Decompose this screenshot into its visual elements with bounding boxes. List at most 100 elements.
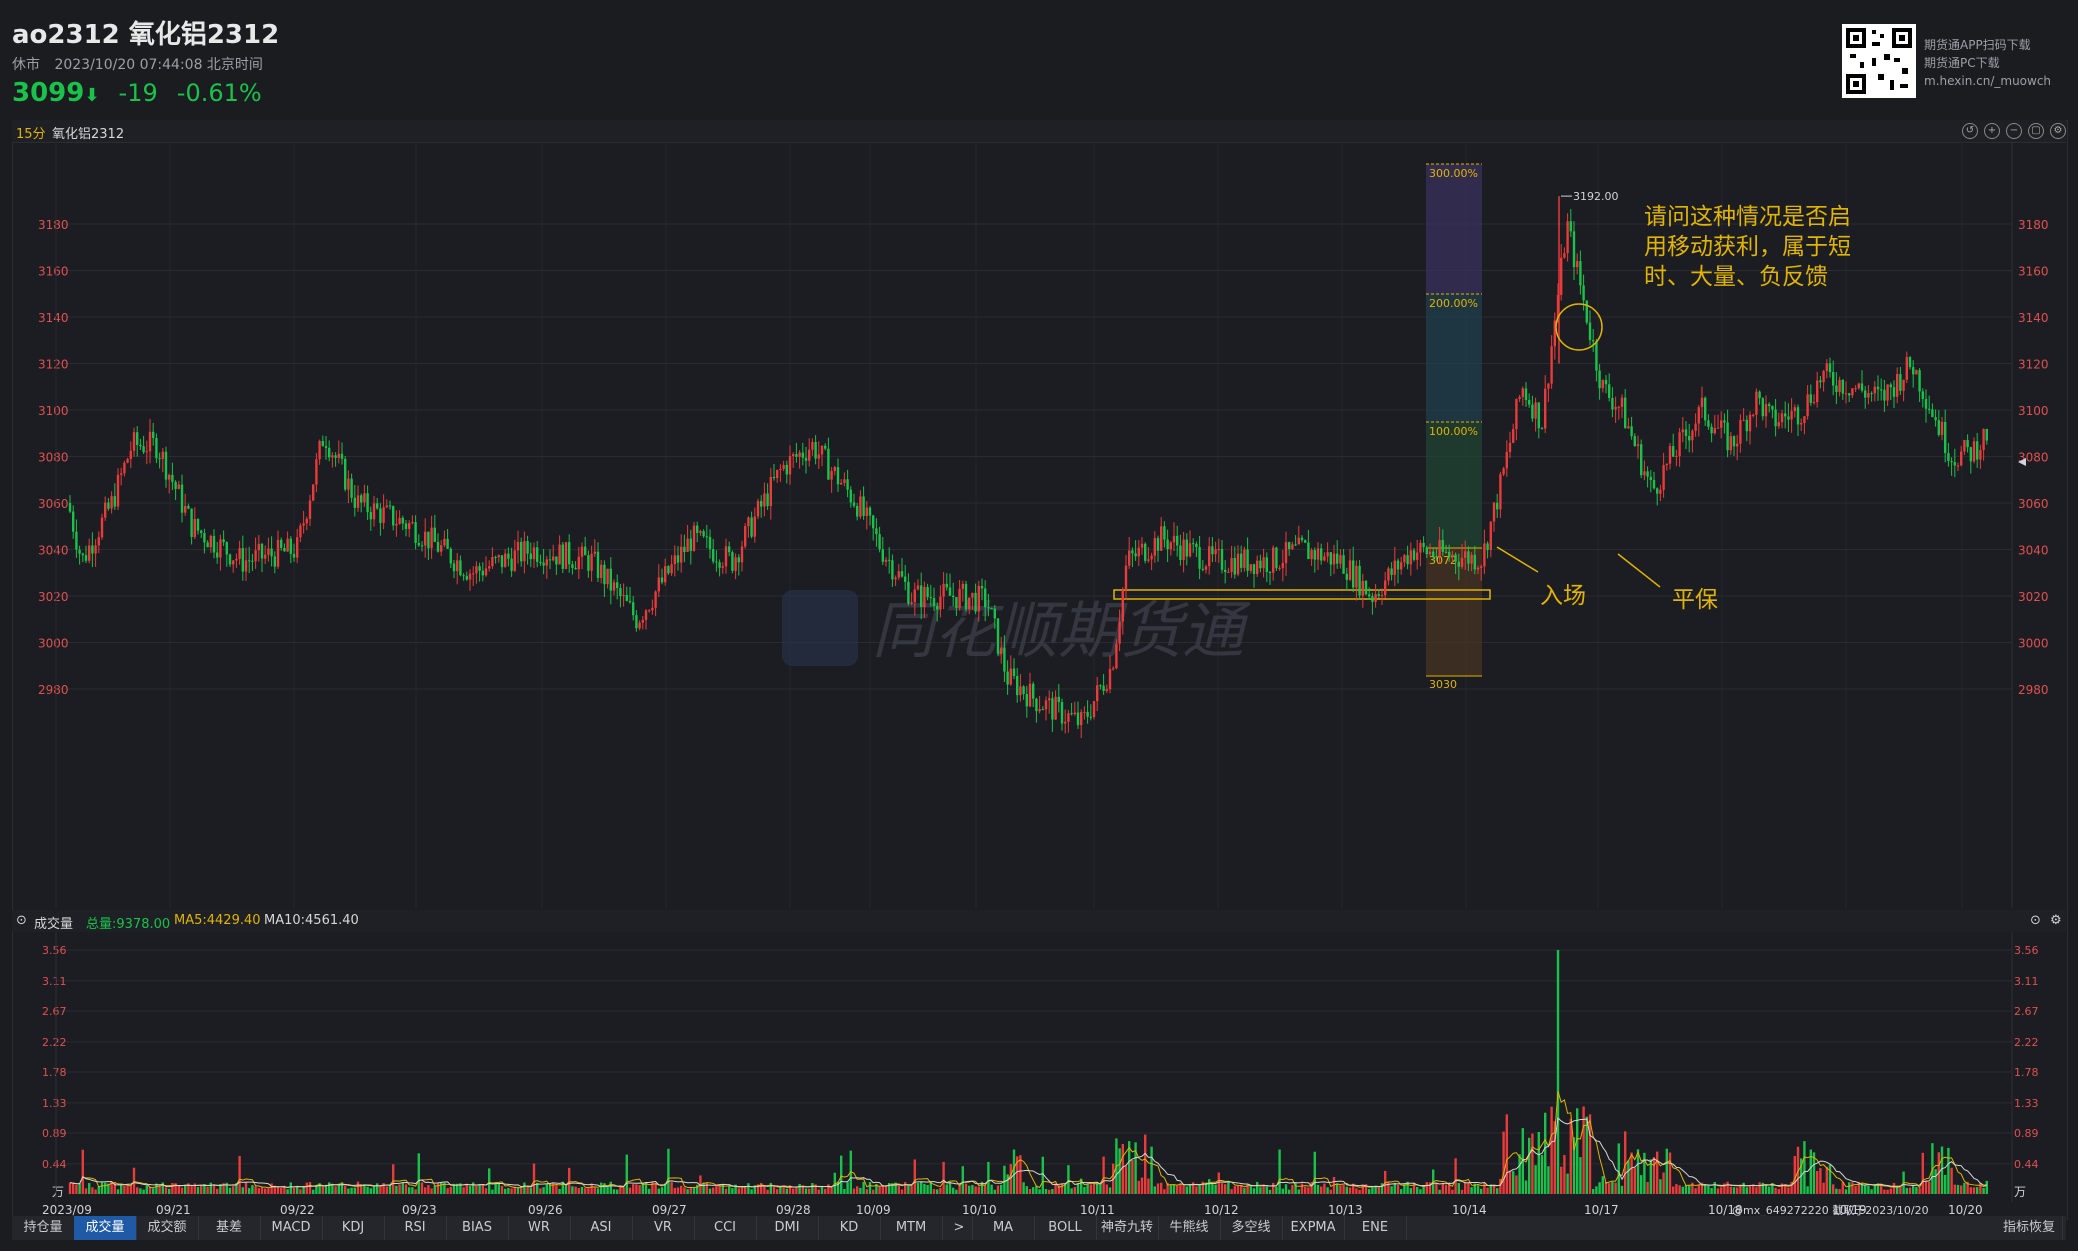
tab-5[interactable]: KDJ <box>322 1216 385 1240</box>
price-tick-right: 3180 <box>2018 218 2049 232</box>
tab-15[interactable]: > <box>946 1216 973 1240</box>
candle-body <box>494 557 497 559</box>
volume-bar <box>209 1182 212 1194</box>
candle-body <box>1172 535 1176 543</box>
tab-17[interactable]: BOLL <box>1034 1216 1097 1240</box>
volume-bar <box>312 1189 315 1194</box>
volume-bar <box>1470 1187 1473 1194</box>
tab-14[interactable]: MTM <box>880 1216 943 1240</box>
candle-body <box>1889 384 1892 388</box>
candle-body <box>235 558 238 561</box>
download-url[interactable]: m.hexin.cn/_muowch <box>1924 74 2052 88</box>
panel-settings-icon[interactable]: ⚙ <box>2050 913 2062 928</box>
candle-body <box>356 495 360 508</box>
volume-bar <box>369 1188 372 1194</box>
vol-unit-left: 万 <box>52 1185 64 1199</box>
volume-bar <box>1656 1151 1659 1194</box>
volume-bar <box>651 1181 654 1194</box>
period-label[interactable]: 15分 <box>16 127 46 142</box>
volume-bar <box>984 1185 987 1194</box>
collapse-icon[interactable]: ⊙ <box>16 913 27 928</box>
candle-body <box>248 560 251 562</box>
candle-body <box>1537 402 1540 429</box>
volume-chart[interactable]: 3.56 3.56 3.11 3.11 2.67 2.67 2.22 2.22 1.78 1.78… <box>12 932 2066 1216</box>
tab-2[interactable]: 成交额 <box>136 1216 199 1240</box>
volume-bar <box>1521 1128 1524 1194</box>
volume-bar <box>1390 1186 1393 1194</box>
volume-bar <box>856 1186 859 1194</box>
candle-body <box>104 502 107 518</box>
undo-icon[interactable]: ↺ <box>1962 123 1978 139</box>
tab-8[interactable]: WR <box>508 1216 571 1240</box>
candle-body <box>971 592 974 598</box>
volume-bar <box>555 1185 558 1194</box>
zoom-out-icon[interactable]: − <box>2006 123 2022 139</box>
volume-bar <box>878 1186 881 1194</box>
tab-19[interactable]: 牛熊线 <box>1158 1216 1221 1240</box>
tab-1[interactable]: 成交量 <box>74 1216 137 1240</box>
candle-body <box>529 553 532 560</box>
volume-bar <box>1316 1184 1320 1194</box>
candle-body <box>1089 716 1092 718</box>
tab-9[interactable]: ASI <box>570 1216 633 1240</box>
tab-6[interactable]: RSI <box>384 1216 447 1240</box>
candle-body <box>1092 701 1096 718</box>
tab-13[interactable]: KD <box>818 1216 881 1240</box>
candle-body <box>1332 553 1336 565</box>
candle-body <box>1128 550 1131 566</box>
tab-20[interactable]: 多空线 <box>1220 1216 1283 1240</box>
candle-body <box>974 592 977 612</box>
volume-bar <box>1608 1183 1611 1194</box>
volume-bar <box>1854 1186 1857 1194</box>
tab-4[interactable]: MACD <box>260 1216 323 1240</box>
candle-body <box>606 568 609 585</box>
volume-bar <box>177 1185 180 1194</box>
zoom-in-icon[interactable]: + <box>1984 123 2000 139</box>
volume-bar <box>926 1184 929 1194</box>
volume-bar <box>1668 1152 1672 1194</box>
tab-12[interactable]: DMI <box>756 1216 819 1240</box>
volume-bar <box>494 1182 497 1194</box>
volume-bar <box>1908 1187 1912 1194</box>
candle-body <box>1790 411 1793 420</box>
tab-3[interactable]: 基差 <box>198 1216 261 1240</box>
candle-body <box>1435 556 1438 558</box>
volume-bar <box>388 1184 392 1194</box>
candle-body <box>1211 546 1214 555</box>
candle-body <box>782 464 785 469</box>
tab-0[interactable]: 持仓量 <box>12 1216 75 1240</box>
candle-body <box>1300 537 1304 541</box>
candle-body <box>427 531 430 549</box>
volume-bar <box>1531 1133 1534 1194</box>
candle-body <box>1604 379 1608 385</box>
tab-22[interactable]: ENE <box>1344 1216 1407 1240</box>
tab-21[interactable]: EXPMA <box>1282 1216 1345 1240</box>
candlestick-chart[interactable]: 3180 3180 3160 3160 3140 3140 3120 3120 3100 3100… <box>12 142 2066 908</box>
candle-body <box>1873 386 1876 394</box>
volume-bar <box>1089 1184 1092 1194</box>
volume-bar <box>750 1189 753 1194</box>
ma10-line <box>69 1117 1987 1188</box>
tab-10[interactable]: VR <box>632 1216 695 1240</box>
settings-icon[interactable]: ⚙ <box>2050 123 2066 139</box>
candle-body <box>1595 341 1598 371</box>
panel-options-icon[interactable]: ⊙ <box>2030 913 2041 928</box>
candle-body <box>792 454 795 457</box>
candle-body <box>1000 647 1003 654</box>
volume-bar <box>1985 1180 1988 1194</box>
tab-16[interactable]: MA <box>972 1216 1035 1240</box>
vol-tick-right: 2.22 <box>2014 1036 2039 1049</box>
restore-icon[interactable]: ▢ <box>2028 123 2044 139</box>
candle-body <box>1956 465 1960 467</box>
volume-bar <box>625 1154 628 1194</box>
restore-indicators-button[interactable]: 指标恢复 <box>1996 1216 2063 1240</box>
candle-body <box>984 588 987 608</box>
candle-body <box>1985 428 1988 441</box>
tab-7[interactable]: BIAS <box>446 1216 509 1240</box>
tab-18[interactable]: 神奇九转 <box>1096 1216 1159 1240</box>
candle-body <box>1598 370 1601 389</box>
candle-body <box>171 474 174 482</box>
candle-body <box>1121 590 1124 622</box>
tab-11[interactable]: CCI <box>694 1216 757 1240</box>
candle-body <box>344 458 347 490</box>
